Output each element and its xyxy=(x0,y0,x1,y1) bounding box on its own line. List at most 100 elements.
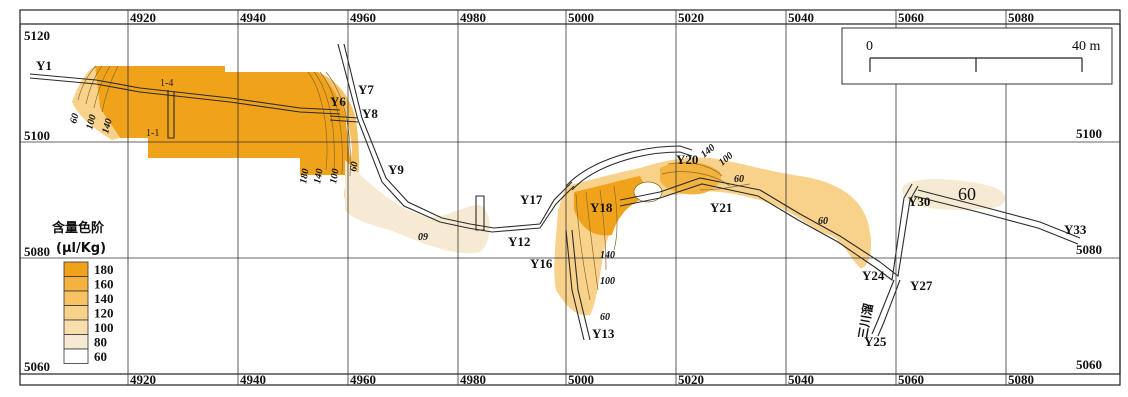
station-label: Y13 xyxy=(592,326,615,341)
contour-label: 60 xyxy=(818,216,828,227)
station-label: Y6 xyxy=(330,94,346,109)
x-tick-top: 5060 xyxy=(898,10,924,25)
scale-bar: 0 40 m xyxy=(841,27,1113,85)
station-label: Y8 xyxy=(362,106,378,121)
x-tick-bottom: 4960 xyxy=(350,372,376,387)
isolines xyxy=(77,65,751,301)
y-tick-left: 5120 xyxy=(24,28,50,43)
anomaly-zone-y20-hole xyxy=(633,181,663,203)
contour-value-labels: 60 100 140 180 140 100 60 09 140 100 60 … xyxy=(68,112,828,323)
station-label: Y9 xyxy=(388,162,404,177)
x-tick-bottom: 4920 xyxy=(130,372,156,387)
legend-level-label: 100 xyxy=(94,320,114,335)
isoline-y20-3 xyxy=(699,183,751,191)
legend-level-label: 80 xyxy=(94,335,107,350)
drift-y16-to-y13 xyxy=(565,229,591,341)
anomaly-zone-west xyxy=(95,66,352,175)
x-tick-top: 4920 xyxy=(130,10,156,25)
x-tick-bottom: 5040 xyxy=(788,372,814,387)
legend-level-label: 180 xyxy=(94,262,114,277)
x-tick-top: 5040 xyxy=(788,10,814,25)
x-tick-top: 5080 xyxy=(1008,10,1034,25)
legend-swatch xyxy=(63,348,89,364)
tunnels xyxy=(29,43,1081,341)
station-label: Y7 xyxy=(358,82,374,97)
isoline-y18-4 xyxy=(613,185,618,251)
legend-level-label: 140 xyxy=(94,291,114,306)
anomaly-zone-west-fringe xyxy=(72,66,120,140)
anomaly-zone-east-fringe-west xyxy=(318,72,359,200)
y-tick-left: 5100 xyxy=(24,128,50,143)
station-label: Y27 xyxy=(910,278,933,293)
legend-swatch xyxy=(63,276,89,292)
isoline-y18-1 xyxy=(575,193,591,301)
isoline-west-3 xyxy=(93,65,111,109)
x-tick-top: 5000 xyxy=(568,10,594,25)
isoline-y20-1 xyxy=(667,162,723,177)
x-tick-top: 4980 xyxy=(460,10,486,25)
drift-y30-to-y33 xyxy=(913,189,1081,245)
contour-label: 180 xyxy=(298,168,311,185)
x-tick-bottom: 5060 xyxy=(898,372,924,387)
station-label: Y17 xyxy=(520,192,543,207)
drift-y24-to-y25 xyxy=(875,183,919,281)
legend-swatch xyxy=(63,290,89,306)
contour-label: 140 xyxy=(699,142,718,160)
contour-label: 140 xyxy=(600,250,615,261)
scale-start-label: 0 xyxy=(866,39,873,54)
station-label: Y1 xyxy=(36,58,52,73)
drift-west-branch xyxy=(167,90,175,139)
legend-level-label: 60 xyxy=(94,349,107,364)
legend-swatch xyxy=(63,334,89,350)
contour-label: 60 xyxy=(68,112,81,125)
legend-unit: (μl/Kg) xyxy=(56,241,106,256)
x-tick-bottom: 5020 xyxy=(678,372,704,387)
x-tick-top: 4960 xyxy=(350,10,376,25)
side-drift-label: 三川溜 xyxy=(855,302,876,340)
station-label: Y25 xyxy=(864,334,887,349)
legend-swatch xyxy=(63,261,89,277)
y-tick-right: 5100 xyxy=(1076,126,1102,141)
isoline-y18-2 xyxy=(585,191,599,291)
legend-level-label: 120 xyxy=(94,306,114,321)
drift-y12-pillar xyxy=(475,195,485,231)
contour-label: 09 xyxy=(418,232,428,243)
drift-y8-branch xyxy=(329,115,359,123)
x-tick-top: 5020 xyxy=(678,10,704,25)
x-tick-bottom: 4940 xyxy=(240,372,266,387)
station-label: Y24 xyxy=(862,268,885,283)
drift-west-main xyxy=(29,73,341,115)
drift-y18-to-y24 xyxy=(619,177,881,269)
isoline-east-3 xyxy=(319,71,343,175)
station-label: Y16 xyxy=(530,256,553,271)
coordinate-grid xyxy=(19,9,1121,386)
x-tick-bottom: 5000 xyxy=(568,372,594,387)
station-label: Y33 xyxy=(1064,222,1087,237)
drift-north-spur xyxy=(337,43,541,233)
legend-swatch xyxy=(63,319,89,335)
x-tick-bottom: 5080 xyxy=(1008,372,1034,387)
contour-label: 100 xyxy=(84,113,99,130)
contour-label: 140 xyxy=(312,168,325,185)
station-label: Y12 xyxy=(508,234,530,249)
legend-level-label: 160 xyxy=(94,277,114,292)
x-tick-top: 4940 xyxy=(240,10,266,25)
station-label: Y20 xyxy=(676,152,698,167)
zone-value-label: 60 xyxy=(958,184,976,204)
anomaly-zone-central-low xyxy=(345,160,490,254)
anomaly-zone-y30 xyxy=(902,179,1006,210)
station-labels: Y1 Y6 Y7 Y8 Y9 Y12 Y13 Y16 Y17 Y18 Y20 Y… xyxy=(36,58,1087,349)
drift-y27-south xyxy=(871,279,901,337)
y-tick-right: 5060 xyxy=(1076,357,1102,372)
annotations: 1-4 1-1 三川溜 60 xyxy=(146,78,976,340)
contour-label: 140 xyxy=(100,117,115,134)
contour-label: 60 xyxy=(600,312,610,323)
y-tick-left: 5060 xyxy=(24,359,50,374)
x-tick-bottom: 4980 xyxy=(460,372,486,387)
y-tick-left: 5080 xyxy=(24,244,50,259)
drift-label-1-4: 1-4 xyxy=(160,78,173,89)
contour-label: 100 xyxy=(600,276,615,287)
